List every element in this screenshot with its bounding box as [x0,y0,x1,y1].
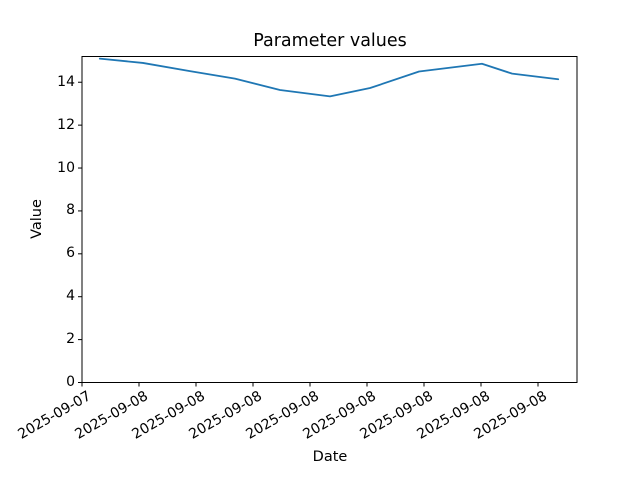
y-tick-label: 4 [66,288,75,305]
y-tick-label: 10 [57,159,75,176]
plot-border [81,56,578,383]
y-tick-label: 6 [66,245,75,262]
y-tick-label: 14 [57,73,75,90]
y-tick-label: 12 [57,116,75,133]
y-tick-label: 8 [66,202,75,219]
x-axis-label: Date [312,449,348,465]
y-tick-label: 0 [66,374,75,390]
data-line [98,57,560,98]
y-tick-label: 2 [66,331,75,348]
y-axis-label: Value [29,199,45,239]
chart-title: Parameter values [253,31,407,51]
